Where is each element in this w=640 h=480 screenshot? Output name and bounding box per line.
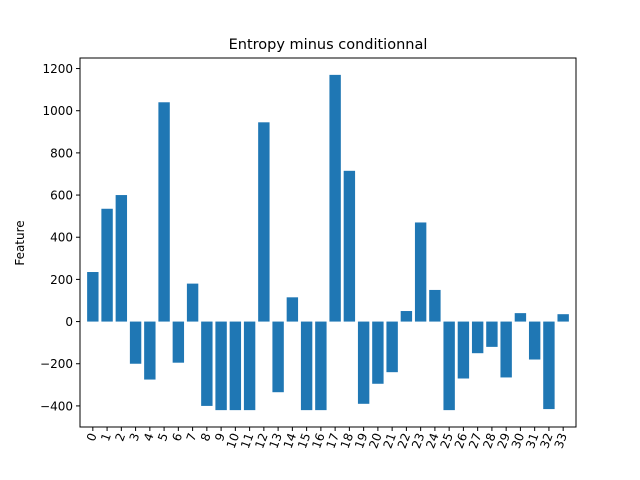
x-tick-label: 28 — [480, 431, 498, 450]
bar-20 — [372, 321, 384, 384]
x-tick-label: 29 — [495, 431, 513, 450]
y-axis-label: Feature — [13, 220, 27, 265]
x-tick-label: 6 — [169, 431, 185, 443]
bar-24 — [429, 289, 441, 322]
x-tick-label: 2 — [112, 431, 128, 443]
x-tick-label: 7 — [184, 431, 200, 443]
bar-21 — [386, 321, 398, 373]
bar-3 — [129, 321, 142, 364]
x-tick-label: 10 — [224, 431, 242, 450]
bar-11 — [243, 321, 256, 411]
x-tick-label: 23 — [409, 431, 427, 450]
chart-title: Entropy minus conditionnal — [229, 37, 428, 53]
bar-32 — [543, 321, 555, 410]
x-tick-label: 21 — [381, 431, 399, 450]
y-tick-label: 600 — [50, 189, 73, 203]
bar-6 — [172, 321, 185, 363]
y-tick-label: 800 — [50, 146, 73, 160]
x-tick-label: 16 — [309, 431, 327, 450]
bar-15 — [300, 321, 313, 411]
y-axis-ticks: −400 −200 0 200 400 600 800 1000 1200 — [40, 62, 80, 413]
bar-30 — [514, 313, 527, 322]
x-tick-label: 20 — [366, 431, 384, 450]
y-tick-label: 1200 — [42, 62, 73, 76]
x-tick-label: 9 — [212, 431, 228, 443]
bar-27 — [471, 321, 484, 354]
x-tick-label: 3 — [127, 431, 143, 443]
plot-frame — [79, 57, 577, 428]
x-tick-label: 4 — [141, 431, 157, 443]
bar-31 — [528, 321, 541, 360]
y-tick-label: −400 — [40, 399, 73, 413]
x-axis-ticks: 0123456789101112131415161718192021222324… — [84, 427, 570, 450]
bar-12 — [258, 122, 270, 322]
y-tick-label: 0 — [65, 315, 73, 329]
bar-16 — [315, 321, 327, 411]
x-tick-label: 31 — [523, 431, 541, 450]
x-tick-label: 1 — [98, 431, 114, 443]
bar-29 — [500, 321, 512, 378]
bar-9 — [215, 321, 227, 411]
bar-8 — [201, 321, 213, 406]
x-tick-label: 15 — [295, 431, 313, 450]
x-tick-label: 13 — [267, 431, 285, 450]
x-tick-label: 22 — [395, 431, 413, 450]
bar-7 — [186, 283, 199, 322]
bar-18 — [343, 170, 356, 322]
y-tick-label: −200 — [40, 357, 73, 371]
bars-group — [87, 74, 569, 411]
x-tick-label: 5 — [155, 431, 171, 443]
bar-1 — [101, 208, 113, 322]
bar-10 — [229, 321, 242, 411]
bar-26 — [457, 321, 470, 379]
x-tick-label: 14 — [281, 431, 299, 450]
bar-13 — [272, 321, 284, 393]
y-tick-label: 400 — [50, 231, 73, 245]
x-tick-label: 11 — [238, 431, 256, 450]
bar-23 — [414, 222, 427, 322]
bar-22 — [400, 311, 413, 322]
bar-4 — [144, 321, 156, 380]
x-tick-label: 17 — [324, 431, 342, 450]
x-tick-label: 18 — [338, 431, 356, 450]
x-tick-label: 8 — [198, 431, 214, 443]
y-tick-label: 200 — [50, 273, 73, 287]
x-tick-label: 24 — [423, 431, 441, 450]
y-tick-label: 1000 — [42, 104, 73, 118]
x-tick-label: 33 — [552, 431, 570, 450]
bar-19 — [357, 321, 370, 404]
bar-25 — [443, 321, 455, 411]
bar-28 — [486, 321, 498, 347]
bar-2 — [115, 195, 128, 322]
x-tick-label: 27 — [466, 431, 484, 450]
bar-17 — [329, 74, 341, 322]
bar-0 — [87, 272, 99, 322]
x-tick-label: 19 — [352, 431, 370, 450]
x-tick-label: 32 — [537, 431, 555, 450]
x-tick-label: 12 — [252, 431, 270, 450]
x-tick-label: 25 — [438, 431, 456, 450]
x-tick-label: 30 — [509, 431, 527, 450]
x-tick-label: 0 — [84, 431, 100, 443]
bar-14 — [286, 297, 299, 322]
bar-5 — [158, 102, 170, 322]
bar-33 — [557, 314, 569, 322]
x-tick-label: 26 — [452, 431, 470, 450]
